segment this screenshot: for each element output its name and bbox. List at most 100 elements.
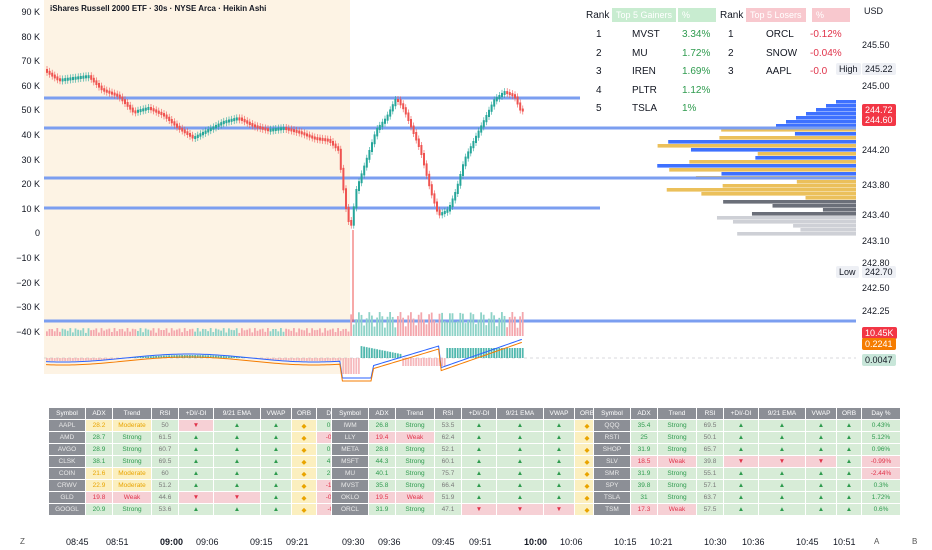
symbol-cell[interactable]: AVGO [48, 443, 86, 456]
candle [64, 78, 67, 82]
macd-histogram-bar [82, 358, 85, 361]
symbol-cell[interactable]: CLSK [48, 455, 86, 468]
column-header[interactable]: VWAP [260, 407, 292, 420]
volume-bar [511, 312, 514, 336]
symbol-cell[interactable]: MU [331, 467, 369, 480]
volume-bar [46, 331, 48, 336]
table-row[interactable]: TSLA 31 Strong 63.7 ▲ ▲ ▲ ▲ 1.72% [593, 491, 901, 504]
column-header[interactable]: ADX [368, 407, 396, 420]
column-header[interactable]: ORB [291, 407, 317, 420]
column-header[interactable]: +DI/-DI [723, 407, 759, 420]
volume-bar [321, 332, 324, 336]
symbol-cell[interactable]: AAPL [48, 419, 86, 432]
symbol-cell[interactable]: MSFT [331, 455, 369, 468]
symbol-cell[interactable]: IWM [331, 419, 369, 432]
symbol-cell[interactable]: QQQ [593, 419, 631, 432]
symbol-cell[interactable]: MVST [331, 479, 369, 492]
gainer-symbol[interactable]: MVST [632, 29, 660, 40]
column-header[interactable]: ADX [630, 407, 658, 420]
volume-bar [329, 329, 332, 336]
column-header[interactable]: Trend [395, 407, 435, 420]
symbol-cell[interactable]: SLV [593, 455, 631, 468]
gainer-symbol[interactable]: PLTR [632, 84, 657, 96]
column-header[interactable]: VWAP [543, 407, 575, 420]
symbol-cell[interactable]: GLD [48, 491, 86, 504]
currency-label[interactable]: USD [864, 6, 884, 16]
column-header[interactable]: Symbol [593, 407, 631, 420]
symbol-cell[interactable]: ORCL [331, 503, 369, 516]
symbol-cell[interactable]: SPY [593, 479, 631, 492]
value-cell: 50 [151, 419, 179, 432]
gainer-symbol[interactable]: TSLA [632, 103, 658, 114]
column-header[interactable]: VWAP [805, 407, 837, 420]
column-header[interactable]: 9/21 EMA [496, 407, 544, 420]
symbol-cell[interactable]: GOOGL [48, 503, 86, 516]
column-header[interactable]: ORB [836, 407, 862, 420]
symbol-cell[interactable]: AMD [48, 431, 86, 444]
symbol-cell[interactable]: RSTI [593, 431, 631, 444]
table-row[interactable]: SMR 31.9 Strong 55.1 ▲ ▲ ▲ ▲ -2.44% [593, 467, 901, 480]
loser-symbol[interactable]: ORCL [766, 29, 794, 40]
symbol-cell[interactable]: SHOP [593, 443, 631, 456]
scale-button[interactable]: B [912, 537, 918, 546]
column-header[interactable]: RSI [434, 407, 462, 420]
time-axis-label: 10:00 [524, 537, 548, 547]
symbol-cell[interactable]: CRWV [48, 479, 86, 492]
symbol-cell[interactable]: TSM [593, 503, 631, 516]
table-row[interactable]: SPY 39.8 Strong 57.1 ▲ ▲ ▲ ▲ 0.3% [593, 479, 901, 492]
symbol-cell[interactable]: META [331, 443, 369, 456]
volume-bar [324, 328, 326, 336]
symbol-cell[interactable]: TSLA [593, 491, 631, 504]
column-header[interactable]: 9/21 EMA [758, 407, 806, 420]
column-header[interactable]: +DI/-DI [178, 407, 214, 420]
column-header[interactable]: +DI/-DI [461, 407, 497, 420]
column-header[interactable]: Trend [112, 407, 152, 420]
timezone-button[interactable]: Z [20, 537, 25, 546]
symbol-cell[interactable]: COIN [48, 467, 86, 480]
loser-symbol[interactable]: SNOW [766, 47, 798, 59]
table-row[interactable]: SHOP 31.9 Strong 65.7 ▲ ▲ ▲ ▲ 0.96% [593, 443, 901, 456]
symbol-cell[interactable]: SMR [593, 467, 631, 480]
candle [269, 128, 272, 132]
gainer-symbol[interactable]: MU [632, 47, 648, 59]
candle [514, 94, 516, 99]
column-header[interactable]: Day % [861, 407, 901, 420]
column-header[interactable]: Symbol [48, 407, 86, 420]
table-row[interactable]: SLV 18.5 Weak 39.8 ▼ ▼ ▼ ▲ -0.99% [593, 455, 901, 468]
value-cell: Weak [395, 431, 435, 444]
losers-header: Top 5 Losers [746, 8, 806, 22]
macd-badge: 0.2241 [862, 338, 896, 350]
auto-scale-button[interactable]: A [874, 537, 880, 546]
column-header[interactable]: Symbol [331, 407, 369, 420]
column-header[interactable]: Trend [657, 407, 697, 420]
loser-symbol[interactable]: AAPL [766, 66, 792, 77]
column-header[interactable]: RSI [151, 407, 179, 420]
symbol-cell[interactable]: LLY [331, 431, 369, 444]
gainer-symbol[interactable]: IREN [632, 66, 656, 77]
column-header[interactable]: 9/21 EMA [213, 407, 261, 420]
column-header[interactable]: ADX [85, 407, 113, 420]
symbol-cell[interactable]: OKLO [331, 491, 369, 504]
column-header[interactable]: RSI [696, 407, 724, 420]
table-row[interactable]: TSM 17.3 Weak 57.5 ▲ ▲ ▲ ▲ 0.6% [593, 503, 901, 516]
volume-bar [215, 328, 217, 336]
volume-bar [397, 316, 399, 336]
volume-bar [407, 315, 410, 336]
table-row[interactable]: QQQ 35.4 Strong 69.5 ▲ ▲ ▲ ▲ 0.43% [593, 419, 901, 432]
table-row[interactable]: RSTI 25 Strong 50.1 ▲ ▲ ▲ ▲ 5.12% [593, 431, 901, 444]
candle [147, 107, 150, 110]
loser-rank: 2 [728, 47, 734, 59]
